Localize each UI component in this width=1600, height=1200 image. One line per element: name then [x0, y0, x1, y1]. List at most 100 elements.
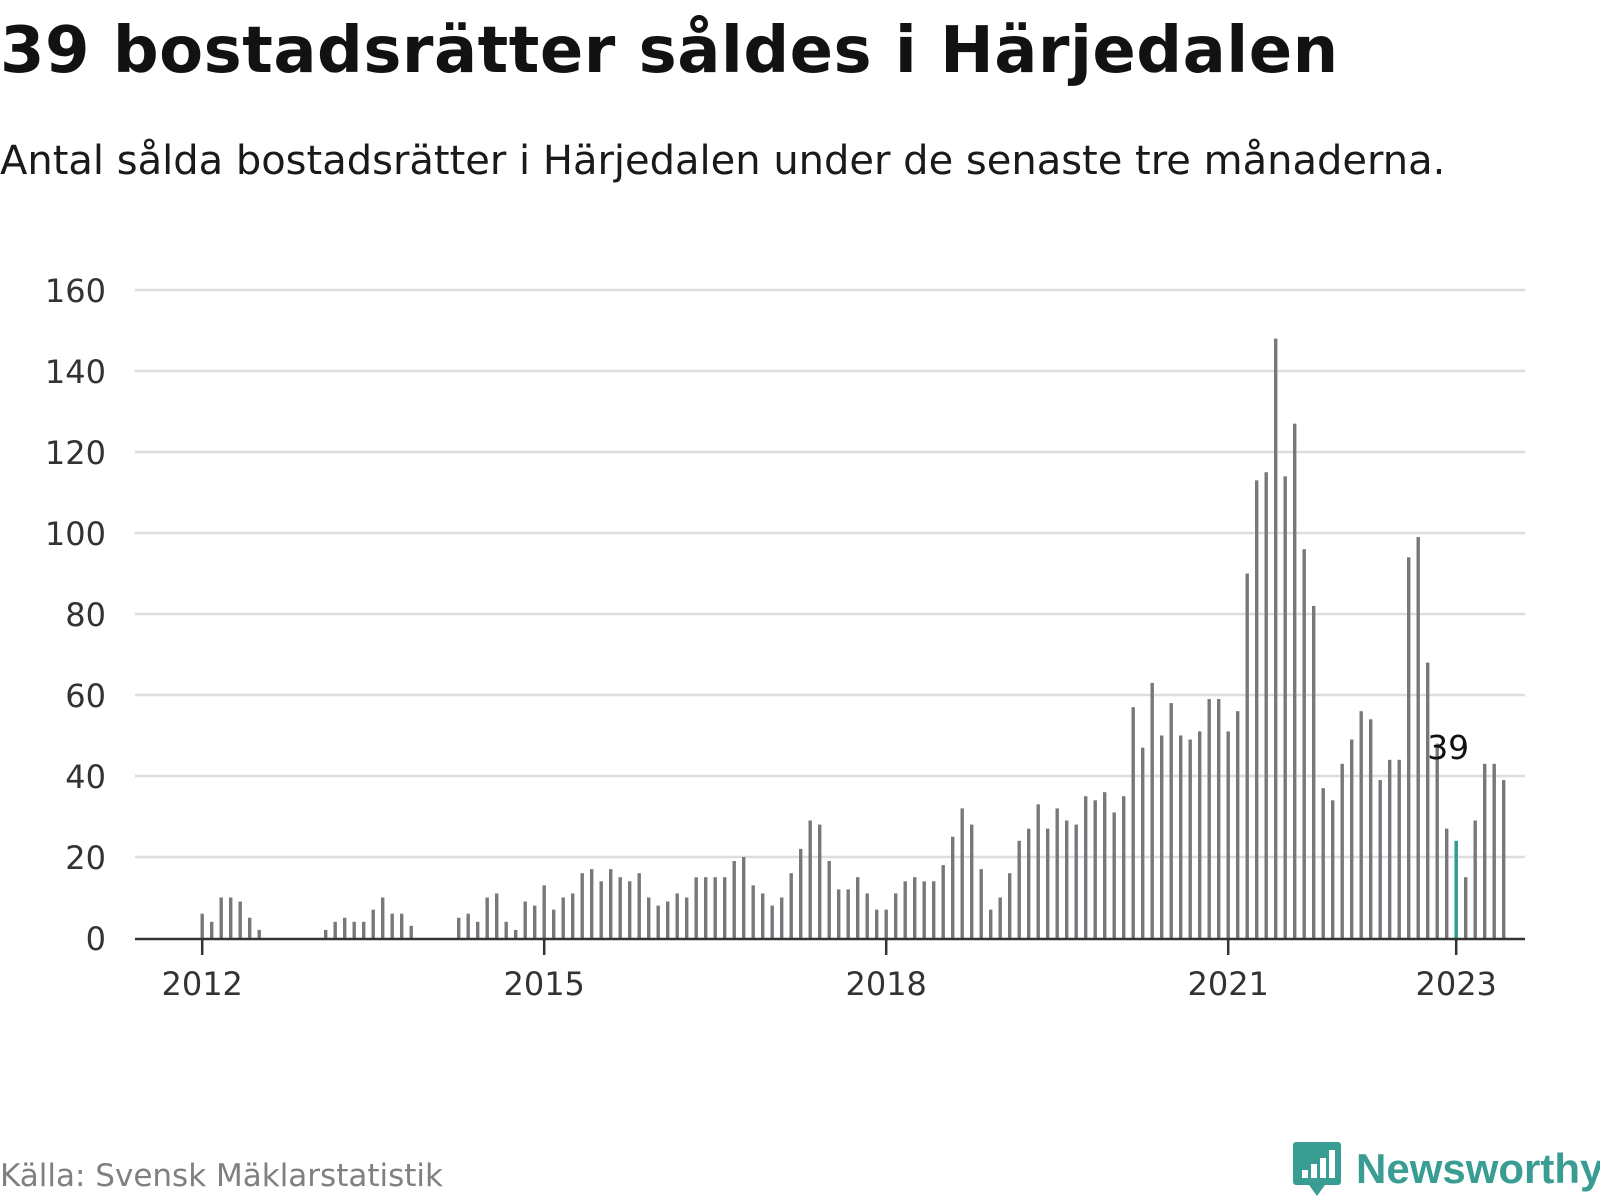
- y-tick-label: 120: [45, 434, 106, 472]
- bar: [1416, 537, 1420, 938]
- y-tick-label: 140: [45, 353, 106, 391]
- bar: [229, 897, 233, 938]
- bar: [409, 925, 413, 938]
- chart-subtitle: Antal sålda bostadsrätter i Härjedalen u…: [0, 138, 1446, 184]
- bar: [1093, 800, 1097, 938]
- bar: [618, 877, 622, 938]
- bar: [799, 848, 803, 938]
- bar: [628, 881, 632, 938]
- bar: [1407, 557, 1411, 938]
- bar: [1226, 731, 1230, 938]
- bar: [1141, 747, 1145, 938]
- brand-logo: Newsworthy: [1292, 1140, 1600, 1198]
- bar: [533, 905, 537, 938]
- bar: [495, 893, 499, 938]
- bar: [1055, 808, 1059, 938]
- bar: [1369, 719, 1373, 938]
- bar: [1236, 711, 1240, 938]
- bar: [1046, 828, 1050, 938]
- bar: [457, 917, 461, 938]
- bar: [1188, 739, 1192, 938]
- bar: [846, 889, 850, 938]
- x-tick-label: 2012: [161, 965, 242, 1003]
- bar: [552, 909, 556, 938]
- x-axis-ticks: 2012 2015 2018 2021 2023: [161, 939, 1497, 1003]
- brand-name: Newsworthy: [1356, 1145, 1600, 1192]
- bar: [865, 893, 869, 938]
- bar: [732, 861, 736, 938]
- grid-lines: [135, 288, 1525, 859]
- bar: [1074, 824, 1078, 938]
- y-axis-labels: 0 20 40 60 80 100 120 140 160: [45, 272, 106, 958]
- bar: [523, 901, 527, 938]
- bar: [485, 897, 489, 938]
- bar: [210, 921, 214, 938]
- bar: [200, 913, 204, 938]
- y-tick-label: 0: [86, 920, 106, 958]
- bar: [1473, 820, 1477, 938]
- bar: [1112, 812, 1116, 938]
- bar: [1435, 743, 1439, 938]
- bar: [400, 913, 404, 938]
- x-tick-label: 2021: [1187, 965, 1268, 1003]
- highlight-data-label: 39: [1427, 728, 1469, 767]
- bar: [694, 877, 698, 938]
- bar: [1283, 476, 1287, 938]
- bar: [1293, 423, 1297, 938]
- bar: [1036, 804, 1040, 938]
- bar: [1483, 763, 1487, 938]
- bar: [704, 877, 708, 938]
- bar: [324, 929, 328, 938]
- bar: [818, 824, 822, 938]
- bar: [837, 889, 841, 938]
- bar: [1321, 788, 1325, 938]
- bar: [647, 897, 651, 938]
- bar: [951, 836, 955, 938]
- bar: [637, 873, 641, 938]
- bar: [1378, 780, 1382, 938]
- bar: [960, 808, 964, 938]
- y-tick-label: 160: [45, 272, 106, 310]
- bar: [1359, 711, 1363, 938]
- bar: [856, 877, 860, 938]
- bar: [742, 857, 746, 938]
- bar: [723, 877, 727, 938]
- bar: [1255, 480, 1259, 938]
- bar: [970, 824, 974, 938]
- bar: [219, 897, 223, 938]
- bar: [1245, 573, 1249, 938]
- highlight-bar: [1454, 840, 1458, 938]
- bar: [590, 869, 594, 938]
- bar: [1331, 800, 1335, 938]
- x-tick-label: 2018: [845, 965, 926, 1003]
- bar: [1179, 735, 1183, 938]
- bar: [504, 921, 508, 938]
- bar: [932, 881, 936, 938]
- bar: [770, 905, 774, 938]
- bar: [666, 901, 670, 938]
- bar: [343, 917, 347, 938]
- bar: [1169, 703, 1173, 938]
- bar: [561, 897, 565, 938]
- bar: [1150, 682, 1154, 938]
- bar: [1160, 735, 1164, 938]
- bar: [884, 909, 888, 938]
- bar: [257, 929, 261, 938]
- bar: [1426, 662, 1430, 938]
- bar: [333, 921, 337, 938]
- bar: [466, 913, 470, 938]
- y-tick-label: 20: [65, 839, 106, 877]
- y-tick-label: 60: [65, 677, 106, 715]
- bar: [1103, 792, 1107, 938]
- bar: [1388, 759, 1392, 938]
- bar: [1017, 840, 1021, 938]
- bar: [390, 913, 394, 938]
- bar: [827, 861, 831, 938]
- bar: [1217, 699, 1221, 938]
- bar: [913, 877, 917, 938]
- y-tick-label: 80: [65, 596, 106, 634]
- bar: [381, 897, 385, 938]
- bar: [979, 869, 983, 938]
- bar: [609, 869, 613, 938]
